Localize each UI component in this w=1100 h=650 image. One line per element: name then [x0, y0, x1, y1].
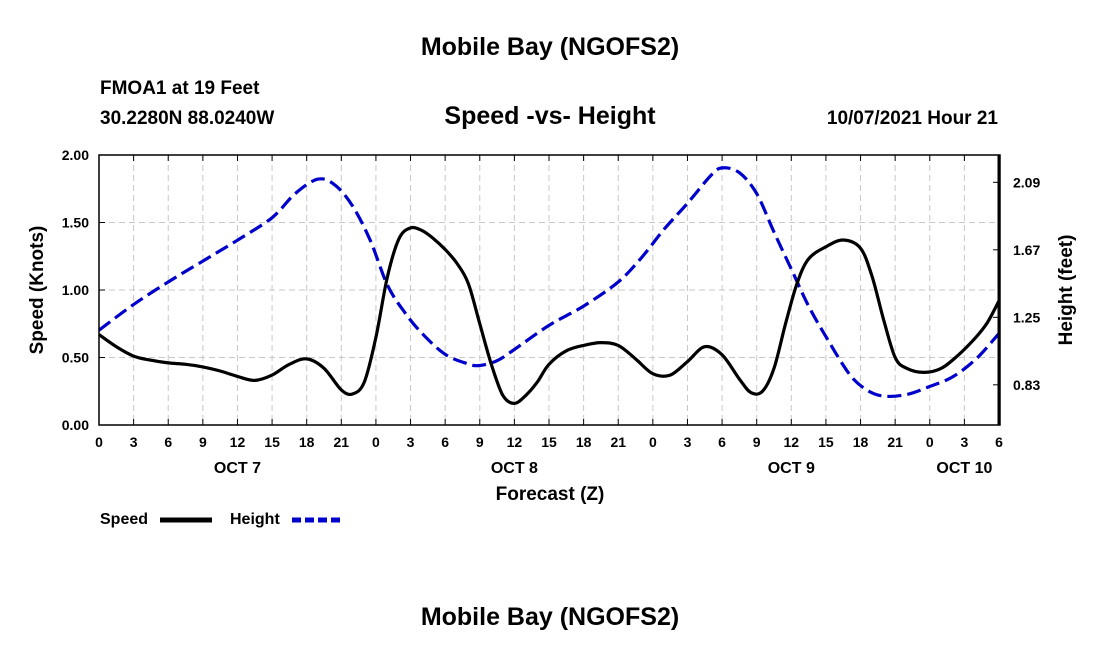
- grid: [99, 155, 999, 425]
- x-tick-label: 3: [684, 434, 692, 450]
- x-tick-label: 3: [130, 434, 138, 450]
- x-tick-label: 18: [299, 434, 315, 450]
- day-label: OCT 8: [491, 460, 538, 477]
- timestamp-label: 10/07/2021 Hour 21: [827, 108, 999, 129]
- legend-height-label: Height: [230, 511, 280, 528]
- series-line-speed: [98, 225, 1001, 405]
- y-axis-right-label: Height (feet): [1056, 235, 1077, 346]
- y-left-tick-label: 2.00: [62, 147, 89, 163]
- x-tick-label: 15: [541, 434, 557, 450]
- x-tick-label: 21: [887, 434, 903, 450]
- x-tick-label: 0: [649, 434, 657, 450]
- chart-subtitle: Speed -vs- Height: [444, 102, 656, 130]
- station-label: FMOA1 at 19 Feet: [100, 78, 260, 99]
- x-tick-label: 15: [818, 434, 834, 450]
- x-tick-label: 9: [199, 434, 207, 450]
- x-tick-label: 6: [164, 434, 172, 450]
- x-tick-label: 6: [718, 434, 726, 450]
- y-left-tick-label: 1.00: [62, 282, 89, 298]
- chart-title: Mobile Bay (NGOFS2): [421, 33, 679, 61]
- y-right-tick-label: 2.09: [1013, 174, 1040, 190]
- x-tick-label: 18: [853, 434, 869, 450]
- y-left-tick-label: 0.00: [62, 417, 89, 433]
- x-tick-label: 0: [95, 434, 103, 450]
- y-right-tick-label: 0.83: [1013, 377, 1040, 393]
- x-tick-label: 0: [926, 434, 934, 450]
- day-label: OCT 9: [768, 460, 815, 477]
- x-tick-label: 0: [372, 434, 380, 450]
- y-axis-left-label: Speed (Knots): [27, 226, 48, 355]
- x-tick-label: 9: [753, 434, 761, 450]
- series-line-height: [98, 166, 1001, 399]
- coordinates-label: 30.2280N 88.0240W: [100, 108, 274, 129]
- x-tick-label: 12: [507, 434, 523, 450]
- x-tick-label: 9: [476, 434, 484, 450]
- legend-speed-label: Speed: [100, 511, 148, 528]
- day-label: OCT 7: [214, 460, 261, 477]
- x-tick-label: 3: [960, 434, 968, 450]
- axes: 0 3 6 9 12 15 18 21 0 3 6 9 12 15 18 21 0 3 6 9 12 15 18 21 0 3 6O…: [62, 147, 1041, 477]
- x-tick-label: 18: [576, 434, 592, 450]
- footer-title: Mobile Bay (NGOFS2): [421, 603, 679, 631]
- legend: Speed Height: [100, 511, 342, 528]
- y-left-tick-label: 0.50: [62, 350, 89, 366]
- x-axis-label: Forecast (Z): [496, 484, 605, 505]
- x-tick-label: 3: [407, 434, 415, 450]
- y-right-tick-label: 1.25: [1013, 309, 1040, 325]
- day-label: OCT 10: [936, 460, 992, 477]
- x-tick-label: 21: [334, 434, 350, 450]
- y-left-tick-label: 1.50: [62, 215, 89, 231]
- x-tick-label: 12: [230, 434, 246, 450]
- x-tick-label: 6: [441, 434, 449, 450]
- x-tick-label: 15: [264, 434, 280, 450]
- y-right-tick-label: 1.67: [1013, 242, 1040, 258]
- series-layer: [98, 166, 1001, 405]
- x-tick-label: 12: [784, 434, 800, 450]
- x-tick-label: 6: [995, 434, 1003, 450]
- x-tick-label: 21: [610, 434, 626, 450]
